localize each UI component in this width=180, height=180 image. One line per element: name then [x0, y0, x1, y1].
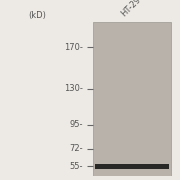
Text: 55-: 55-	[70, 162, 83, 171]
Text: HT-29: HT-29	[119, 0, 143, 19]
Bar	[95, 163, 170, 169]
Text: 72-: 72-	[69, 144, 83, 153]
Bar	[93, 22, 171, 176]
Text: (kD): (kD)	[28, 11, 46, 20]
Text: 130-: 130-	[64, 84, 83, 93]
Text: 170-: 170-	[64, 43, 83, 52]
Text: 95-: 95-	[70, 120, 83, 129]
